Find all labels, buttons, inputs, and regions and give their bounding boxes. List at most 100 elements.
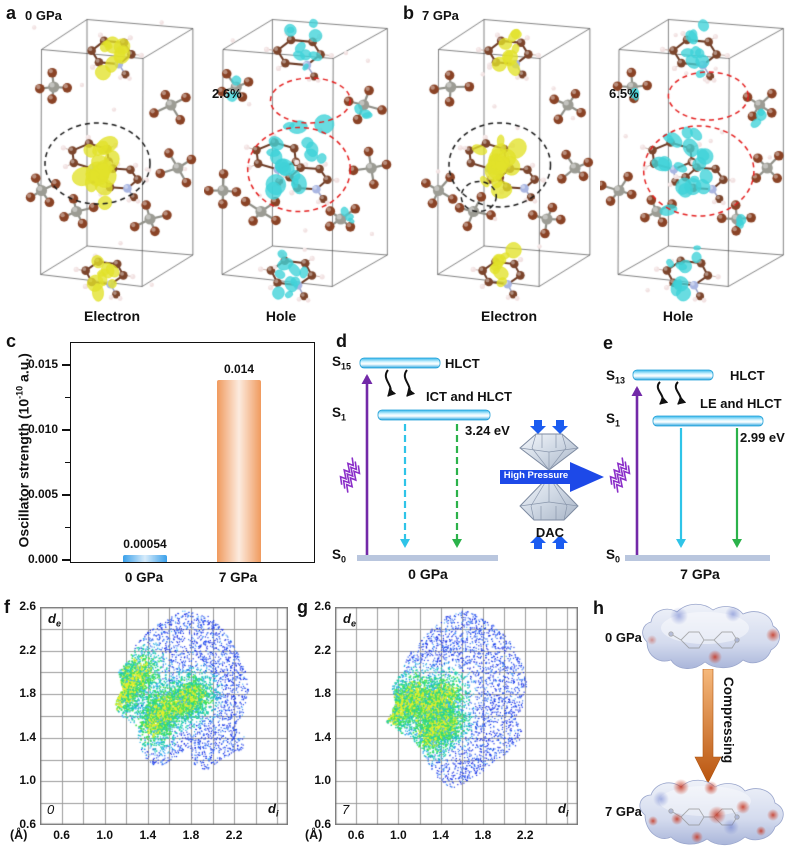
panel-d: d S15 S1 S0 HLCT ICT and HLCT 3.24 eV 0 … xyxy=(328,332,543,594)
panel-e-upper-level-label: S13 xyxy=(606,368,625,386)
panel-b-electron-caption: Electron xyxy=(480,308,537,324)
panel-b: b 7 GPa 6.5% Electron Hole xyxy=(397,0,794,330)
photon-icon xyxy=(339,457,361,493)
contact-spot xyxy=(736,800,750,814)
panel-b-letter: b xyxy=(403,3,414,23)
d-subscript: i xyxy=(275,808,279,819)
y-tick-label: 0.015 xyxy=(27,356,58,371)
internal-conversion-arrow-2 xyxy=(674,381,687,405)
y-tick-label: 1.0 xyxy=(314,773,331,788)
bar-0-gpa xyxy=(123,554,167,562)
high-pressure-arrow-label: High Pressure xyxy=(503,470,569,481)
panel-f-fingerprint-plot xyxy=(40,607,288,825)
x-tick-label: 2.2 xyxy=(225,828,243,842)
panel-f-letter: f xyxy=(4,597,10,617)
panel-g: g de di 7 (Å) 0.6 1.0 1.4 1.8 2.2 2.6 0.6 1.0 1.… xyxy=(293,597,578,849)
y-tick-mark xyxy=(62,559,70,561)
s-letter: S xyxy=(332,547,342,562)
y-tick-label: 0.005 xyxy=(27,486,58,501)
panel-d-upper-level-label: S15 xyxy=(332,354,351,372)
internal-conversion-arrow-2 xyxy=(403,369,416,397)
contact-spot xyxy=(708,806,726,824)
y-tick-mark xyxy=(62,363,70,366)
bar-value-label: 0.00054 xyxy=(123,536,167,551)
panel-e: e S13 S1 S0 HLCT LE and HLCT 2.99 eV 7 G… xyxy=(600,332,794,594)
panel-e-diagram xyxy=(609,369,770,561)
panel-e-ground-label: S0 xyxy=(606,547,620,565)
bar-7-gpa xyxy=(217,379,261,562)
y-tick-mark xyxy=(62,493,70,496)
panel-a-hole-percent: 2.6% xyxy=(212,86,242,101)
panel-c-plot-area: 0.00054 0.014 xyxy=(70,342,315,563)
s-letter: S xyxy=(606,368,616,383)
blue-patch xyxy=(723,819,739,835)
panel-d-energy-value: 3.24 eV xyxy=(465,423,510,438)
x-tick-label: 1.0 xyxy=(390,828,407,842)
s-subscript: 13 xyxy=(615,375,626,386)
s-letter: S xyxy=(606,547,616,562)
category-label: 7 GPa xyxy=(218,570,258,585)
bar-value-label: 0.014 xyxy=(223,361,255,376)
panel-a-hole-caption: Hole xyxy=(265,308,297,324)
x-tick-label: 1.8 xyxy=(474,828,492,842)
x-tick-label: 1.4 xyxy=(432,828,449,842)
panel-d-s1-label: S1 xyxy=(332,405,346,423)
panel-f-ticks: 0.6 1.0 1.4 1.8 2.2 2.6 0.6 1.0 1.4 1.8 2.2 xyxy=(0,597,293,849)
y-tick-label: 1.4 xyxy=(19,729,36,744)
y-tick-label: 1.8 xyxy=(314,686,331,701)
panel-b-electron-structure xyxy=(421,6,596,306)
d-subscript: i xyxy=(565,808,569,819)
panel-d-upper-state-label: HLCT xyxy=(445,356,480,371)
press-arrows-bottom-icon xyxy=(530,535,568,549)
y-tick-mark xyxy=(62,428,70,431)
panel-f-y-symbol: de xyxy=(48,611,61,629)
panel-d-ground-label: S0 xyxy=(332,547,346,565)
panel-e-pressure-label: 7 GPa xyxy=(680,566,720,582)
panel-f-x-symbol: di xyxy=(268,801,278,819)
x-tick-label: 2.2 xyxy=(516,828,534,842)
internal-conversion-arrow-1 xyxy=(384,369,397,397)
d-subscript: e xyxy=(350,618,356,629)
panel-f-corner-label: 0 xyxy=(47,802,55,817)
d-letter: d xyxy=(343,611,351,626)
y-tick-label: 2.2 xyxy=(19,642,36,657)
hirshfeld-surface-0gpa xyxy=(642,603,780,669)
panel-g-x-symbol: di xyxy=(558,801,568,819)
panel-b-hole-caption: Hole xyxy=(662,308,694,324)
panel-a: a 0 GPa 2.6% Electron Hole xyxy=(0,0,397,330)
s-letter: S xyxy=(332,354,342,369)
panel-b-hole-structure xyxy=(600,6,790,306)
panel-g-corner-label: 7 xyxy=(342,802,350,817)
d-letter: d xyxy=(268,801,276,816)
contact-spot xyxy=(767,809,779,821)
ground-state-bar xyxy=(357,555,498,561)
panel-d-s1-state-label: ICT and HLCT xyxy=(426,389,512,404)
y-minor-tick-mark xyxy=(65,461,70,464)
x-tick-label: 0.6 xyxy=(53,828,70,842)
blue-patch xyxy=(670,607,688,625)
contact-spot xyxy=(647,635,657,645)
y-tick-label: 1.8 xyxy=(19,686,36,701)
y-tick-label: 0.010 xyxy=(27,421,58,436)
s-letter: S xyxy=(332,405,342,420)
panel-c-letter: c xyxy=(6,331,17,351)
d-letter: d xyxy=(48,611,56,626)
s-subscript: 1 xyxy=(615,418,621,429)
s-letter: S xyxy=(606,411,616,426)
contact-spot xyxy=(648,816,658,826)
panel-a-electron-caption: Electron xyxy=(83,308,140,324)
dac-group: High Pressure DAC xyxy=(498,418,608,553)
contact-spot xyxy=(708,650,722,664)
blue-patch xyxy=(653,791,669,807)
contact-spot xyxy=(756,826,766,836)
category-label: 0 GPa xyxy=(124,570,164,585)
panel-h-top-pressure-label: 0 GPa xyxy=(605,630,642,645)
contact-spot xyxy=(766,628,780,642)
panel-g-fingerprint-plot xyxy=(335,607,578,825)
panel-a-electron-structure xyxy=(24,6,199,306)
d-subscript: e xyxy=(55,618,61,629)
press-arrows-top-icon xyxy=(530,420,568,434)
s-subscript: 0 xyxy=(615,554,621,565)
y-tick-label: 2.2 xyxy=(314,642,331,657)
